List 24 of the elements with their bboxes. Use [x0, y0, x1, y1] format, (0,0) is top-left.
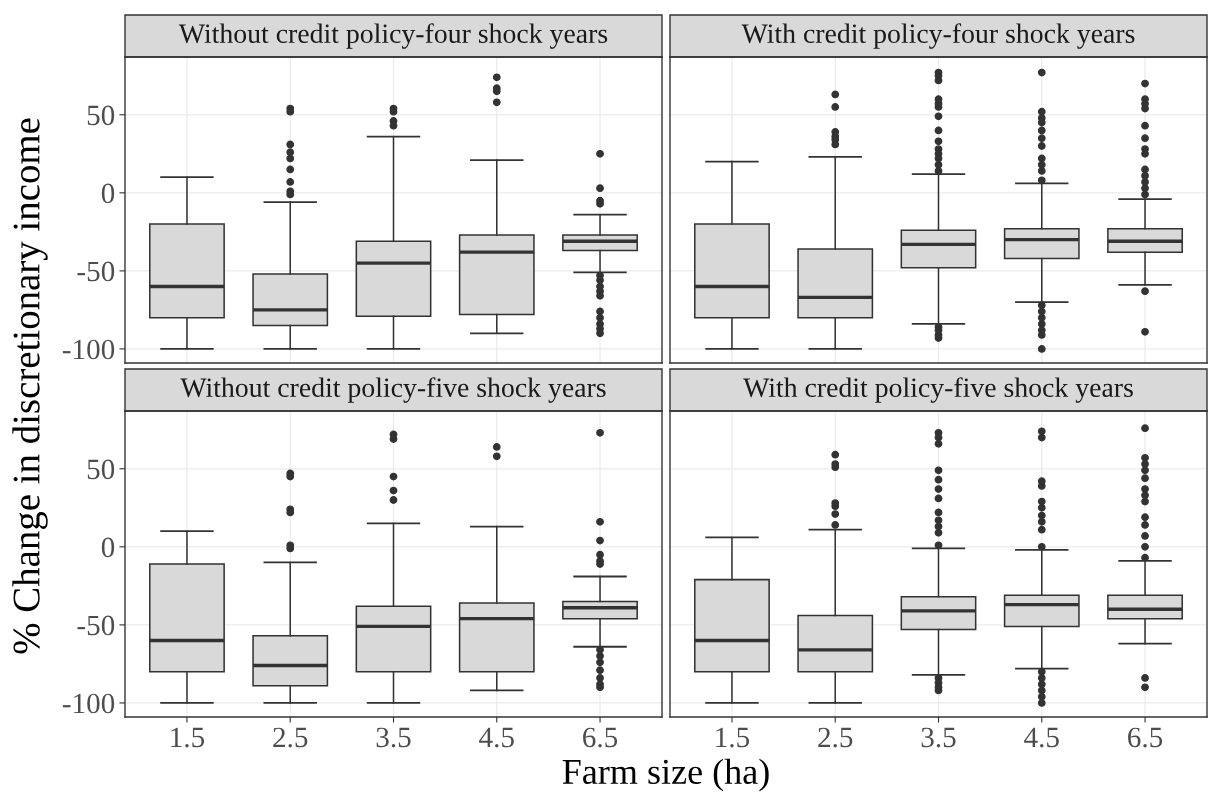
x-tick-label: 3.5	[921, 727, 956, 748]
x-tick-label: 4.5	[479, 727, 514, 748]
y-tick-label: -50	[77, 615, 115, 636]
y-tick-label: -100	[62, 339, 115, 360]
chart-title: Without credit policy-four shock years	[178, 23, 608, 49]
x-tick-label: 1.5	[171, 727, 205, 748]
chart-title: With credit policy-five shock years	[743, 377, 1133, 403]
x-axis-title: Farm size (ha)	[562, 758, 769, 792]
x-tick-label: 3.5	[376, 727, 411, 748]
chart-title: Without credit policy-five shock years	[180, 377, 606, 403]
x-tick-label: 2.5	[273, 727, 308, 748]
y-axis-title: % Change in discretionary income	[12, 118, 48, 654]
x-tick-label: 1.5	[716, 727, 750, 748]
y-tick-label: -50	[77, 261, 115, 282]
y-tick-label: 50	[87, 459, 115, 480]
y-tick-label: -100	[62, 693, 115, 714]
y-tick-label: 0	[101, 183, 115, 204]
y-tick-label: 0	[101, 537, 115, 558]
y-tick-label: 50	[87, 105, 115, 126]
x-tick-label: 2.5	[818, 727, 853, 748]
chart-title: With credit policy-four shock years	[741, 23, 1135, 49]
x-tick-label: 4.5	[1024, 727, 1059, 748]
x-tick-label: 6.5	[583, 727, 618, 748]
x-tick-label: 6.5	[1128, 727, 1163, 748]
